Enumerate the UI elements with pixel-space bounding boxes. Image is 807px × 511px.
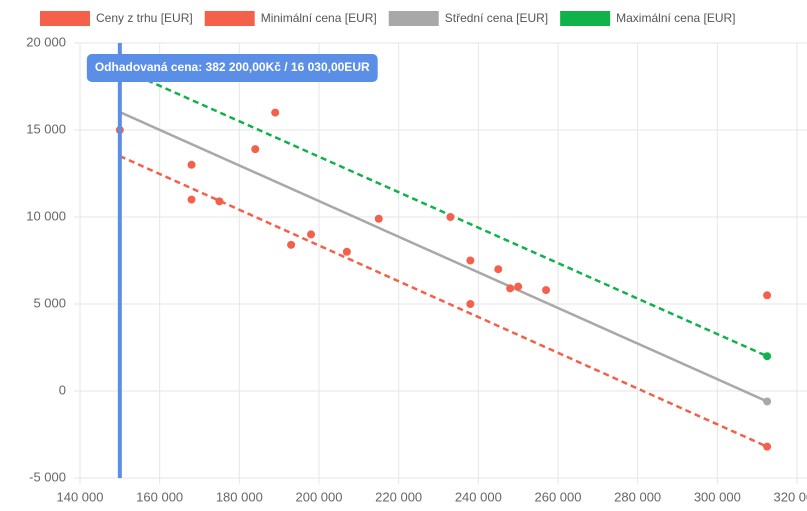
- point: [251, 145, 260, 154]
- x-tick-label: 220 000: [375, 489, 422, 504]
- point: [271, 108, 280, 117]
- x-tick-label: 300 000: [694, 489, 741, 504]
- tooltip: Odhadovaná cena: 382 200,00Kč / 16 030,0…: [86, 54, 378, 82]
- y-tick-label: 5 000: [33, 295, 66, 310]
- point: [342, 247, 351, 256]
- point: [287, 240, 296, 249]
- y-tick-label: 15 000: [26, 121, 66, 136]
- point: [542, 286, 551, 295]
- line-endpoint: [763, 397, 772, 406]
- point: [446, 213, 455, 221]
- y-tick-label: 10 000: [26, 208, 66, 223]
- trend-line: [119, 110, 768, 403]
- tooltip-text: Odhadovaná cena: 382 200,00Kč / 16 030,0…: [95, 60, 370, 74]
- line-endpoint: [763, 442, 772, 451]
- legend-label: Střední cena [EUR]: [445, 11, 548, 25]
- legend-swatch: [40, 11, 90, 26]
- point: [466, 256, 475, 265]
- legend-swatch: [560, 11, 611, 26]
- point: [494, 265, 503, 274]
- y-tick-label: 20 000: [26, 34, 66, 49]
- x-tick-label: 200 000: [296, 489, 343, 504]
- point: [466, 300, 475, 308]
- x-tick-label: 160 000: [136, 489, 183, 504]
- legend-swatch: [388, 11, 439, 26]
- x-tick-label: 260 000: [535, 489, 582, 504]
- line-endpoint: [763, 352, 772, 361]
- x-tick-label: 140 000: [57, 489, 104, 504]
- legend-label: Maximální cena [EUR]: [616, 11, 735, 25]
- x-tick-label: 280 000: [614, 489, 661, 504]
- y-tick-label: -5 000: [29, 469, 66, 484]
- point: [187, 195, 196, 204]
- legend-label: Ceny z trhu [EUR]: [96, 11, 193, 25]
- point: [307, 230, 316, 239]
- x-tick-label: 180 000: [216, 489, 263, 504]
- x-tick-label: 240 000: [455, 489, 502, 504]
- x-tick-label: 320 000: [774, 489, 807, 504]
- trend-line: [119, 154, 768, 448]
- point: [187, 160, 196, 169]
- point: [506, 284, 515, 293]
- legend-swatch: [204, 11, 255, 26]
- point: [763, 291, 772, 300]
- point: [374, 214, 383, 223]
- y-tick-label: 0: [59, 382, 66, 397]
- trend-line: [119, 66, 768, 358]
- point: [514, 282, 523, 291]
- tooltip-box: [86, 54, 378, 82]
- point: [215, 197, 224, 206]
- legend-label: Minimální cena [EUR]: [261, 11, 377, 25]
